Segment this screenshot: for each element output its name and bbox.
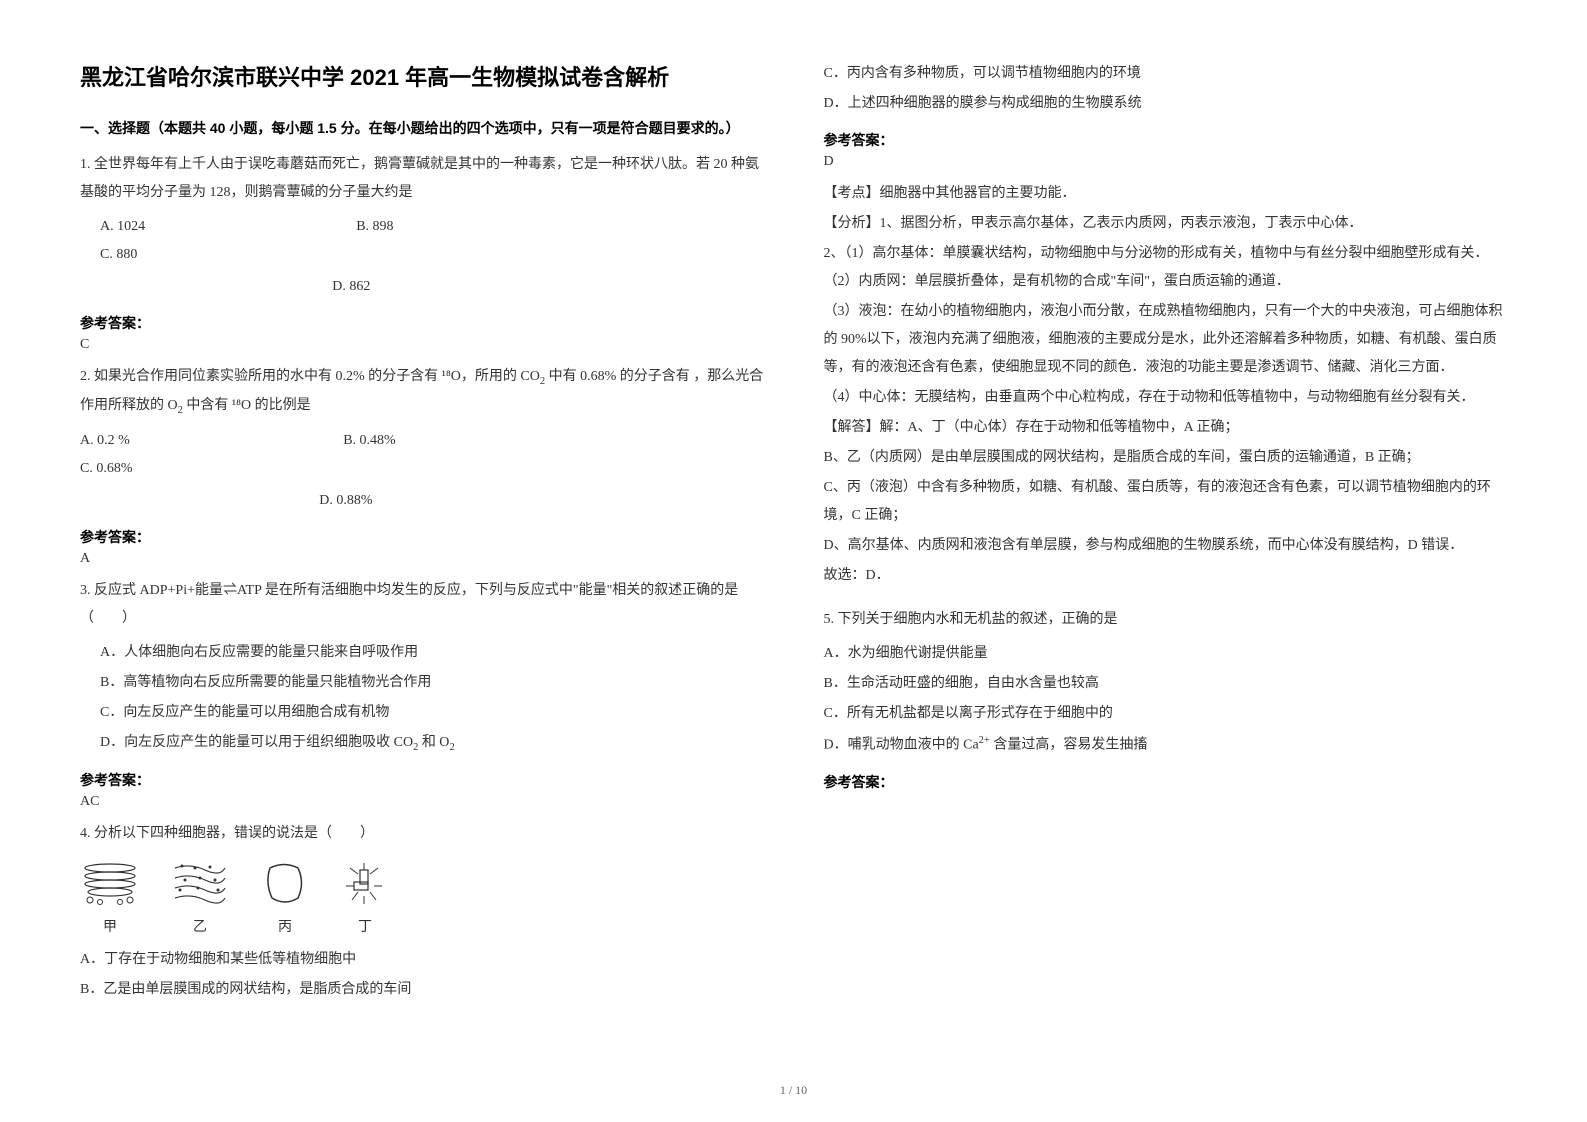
answer-label: 参考答案： [80, 527, 764, 547]
option-d: D．哺乳动物血液中的 Ca2+ 含量过高，容易发生抽搐 [824, 730, 1508, 760]
question-text: 4. 分析以下四种细胞器，错误的说法是（ ） [80, 820, 764, 848]
organelle-label: 丙 [278, 914, 292, 942]
analysis-line: 故选：D． [824, 562, 1508, 590]
answer-label: 参考答案： [824, 130, 1508, 150]
arrow: ⇌ [223, 583, 237, 598]
question-3: 3. 反应式 ADP+Pi+能量⇌ATP 是在所有活细胞中均发生的反应，下列与反… [80, 577, 764, 758]
option-d: D. 862 [332, 273, 412, 301]
text-fragment: 和 O [418, 735, 449, 750]
question-text: 1. 全世界每年有上千人由于误吃毒蘑菇而死亡，鹅膏蕈碱就是其中的一种毒素，它是一… [80, 151, 764, 207]
answer-value: C [80, 337, 764, 353]
text-fragment: D．哺乳动物血液中的 Ca [824, 738, 979, 753]
option-d: D．上述四种细胞器的膜参与构成细胞的生物膜系统 [824, 90, 1508, 118]
isotope: ¹⁸O [442, 369, 461, 384]
option-a: A．丁存在于动物细胞和某些低等植物细胞中 [80, 946, 764, 974]
text-fragment: ，所用的 CO [461, 369, 540, 384]
page-number: 1 / 10 [780, 1083, 807, 1098]
vacuole-icon [260, 858, 310, 908]
analysis-line: （4）中心体：无膜结构，由垂直两个中心粒构成，存在于动物和低等植物中，与动物细胞… [824, 384, 1508, 412]
organelle-label: 甲 [103, 914, 117, 942]
analysis-line: （3）液泡：在幼小的植物细胞内，液泡小而分散，在成熟植物细胞内，只有一个大的中央… [824, 298, 1508, 382]
text-fragment: D．向左反应产生的能量可以用于组织细胞吸收 CO [100, 735, 413, 750]
section-header: 一、选择题（本题共 40 小题，每小题 1.5 分。在每小题给出的四个选项中，只… [80, 116, 764, 141]
organelle-label: 丁 [358, 914, 372, 942]
answer-label: 参考答案： [80, 770, 764, 790]
option-c: C．向左反应产生的能量可以用细胞合成有机物 [100, 699, 764, 727]
subscript: 2 [449, 742, 454, 753]
option-b: B. 0.48% [343, 427, 548, 455]
text-fragment: 中有 0.68% 的分子含有 [545, 369, 693, 384]
question-text: 5. 下列关于细胞内水和无机盐的叙述，正确的是 [824, 606, 1508, 634]
option-a: A. 0.2 % [80, 427, 319, 455]
text-fragment: 中含有 [183, 398, 232, 413]
er-icon [170, 858, 230, 908]
analysis-line: 【考点】细胞器中其他器官的主要功能． [824, 180, 1508, 208]
option-d: D. 0.88% [319, 487, 399, 515]
analysis-line: 2、（1）高尔基体：单膜囊状结构，动物细胞中与分泌物的形成有关，植物中与有丝分裂… [824, 240, 1508, 296]
option-c: C. 880 [100, 241, 299, 269]
text-fragment: 的比例是 [251, 398, 311, 413]
analysis-line: 【分析】1、据图分析，甲表示高尔基体，乙表示内质网，丙表示液泡，丁表示中心体． [824, 210, 1508, 238]
answer-label: 参考答案： [824, 772, 1508, 792]
centrosome-icon [340, 858, 390, 908]
question-2: 2. 如果光合作用同位素实验所用的水中有 0.2% 的分子含有 ¹⁸O，所用的 … [80, 363, 764, 515]
option-c: C. 0.68% [80, 455, 285, 483]
options: D. 0.88% [80, 487, 764, 515]
text-fragment: 含量过高，容易发生抽搐 [990, 738, 1148, 753]
options: A．人体细胞向右反应需要的能量只能来自呼吸作用 B．高等植物向右反应所需要的能量… [80, 639, 764, 758]
isotope: ¹⁸O [232, 398, 251, 413]
options: D. 862 [80, 273, 764, 301]
option-c: C．所有无机盐都是以离子形式存在于细胞中的 [824, 700, 1508, 728]
analysis-line: C、丙（液泡）中含有多种物质，如糖、有机酸、蛋白质等，有的液泡还含有色素，可以调… [824, 474, 1508, 530]
option-c: C．丙内含有多种物质，可以调节植物细胞内的环境 [824, 60, 1508, 88]
text-fragment: 2. 如果光合作用同位素实验所用的水中有 0.2% 的分子含有 [80, 369, 442, 384]
option-b: B．生命活动旺盛的细胞，自由水含量也较高 [824, 670, 1508, 698]
organelle-ding: 丁 [340, 858, 390, 942]
option-a: A．水为细胞代谢提供能量 [824, 640, 1508, 668]
question-text: 2. 如果光合作用同位素实验所用的水中有 0.2% 的分子含有 ¹⁸O，所用的 … [80, 363, 764, 421]
answer-label: 参考答案： [80, 313, 764, 333]
question-1: 1. 全世界每年有上千人由于误吃毒蘑菇而死亡，鹅膏蕈碱就是其中的一种毒素，它是一… [80, 151, 764, 301]
option-d: D．向左反应产生的能量可以用于组织细胞吸收 CO2 和 O2 [100, 729, 764, 758]
option-b: B．乙是由单层膜围成的网状结构，是脂质合成的车间 [80, 976, 764, 1004]
organelle-diagram: 甲 乙 丙 [80, 858, 764, 942]
superscript: 2+ [979, 735, 990, 746]
question-text: 3. 反应式 ADP+Pi+能量⇌ATP 是在所有活细胞中均发生的反应，下列与反… [80, 577, 764, 633]
organelle-label: 乙 [193, 914, 207, 942]
options: A. 0.2 % B. 0.48% C. 0.68% [80, 427, 764, 483]
analysis-line: 【解答】解：A、丁（中心体）存在于动物和低等植物中，A 正确； [824, 414, 1508, 442]
analysis-line: B、乙（内质网）是由单层膜围成的网状结构，是脂质合成的车间，蛋白质的运输通道，B… [824, 444, 1508, 472]
organelle-bing: 丙 [260, 858, 310, 942]
question-5: 5. 下列关于细胞内水和无机盐的叙述，正确的是 A．水为细胞代谢提供能量 B．生… [824, 606, 1508, 760]
options: A. 1024 B. 898 C. 880 [80, 213, 764, 269]
answer-value: D [824, 154, 1508, 170]
option-a: A．人体细胞向右反应需要的能量只能来自呼吸作用 [100, 639, 764, 667]
organelle-jia: 甲 [80, 858, 140, 942]
organelle-yi: 乙 [170, 858, 230, 942]
text-fragment: 3. 反应式 ADP+Pi+能量 [80, 583, 223, 598]
option-b: B. 898 [356, 213, 555, 241]
page-title: 黑龙江省哈尔滨市联兴中学 2021 年高一生物模拟试卷含解析 [80, 60, 764, 92]
golgi-icon [80, 858, 140, 908]
analysis-line: D、高尔基体、内质网和液泡含有单层膜，参与构成细胞的生物膜系统，而中心体没有膜结… [824, 532, 1508, 560]
option-b: B．高等植物向右反应所需要的能量只能植物光合作用 [100, 669, 764, 697]
answer-value: A [80, 551, 764, 567]
answer-value: AC [80, 794, 764, 810]
option-a: A. 1024 [100, 213, 332, 241]
